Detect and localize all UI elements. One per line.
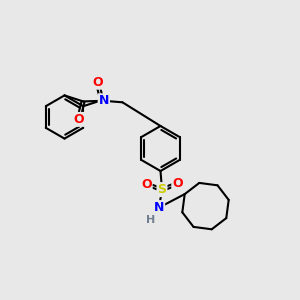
Text: O: O: [73, 113, 84, 126]
Text: O: O: [172, 177, 183, 190]
Text: O: O: [92, 76, 103, 89]
Text: N: N: [154, 201, 164, 214]
Text: H: H: [146, 215, 155, 225]
Text: O: O: [141, 178, 152, 191]
Text: N: N: [99, 94, 109, 107]
Text: S: S: [158, 183, 166, 196]
